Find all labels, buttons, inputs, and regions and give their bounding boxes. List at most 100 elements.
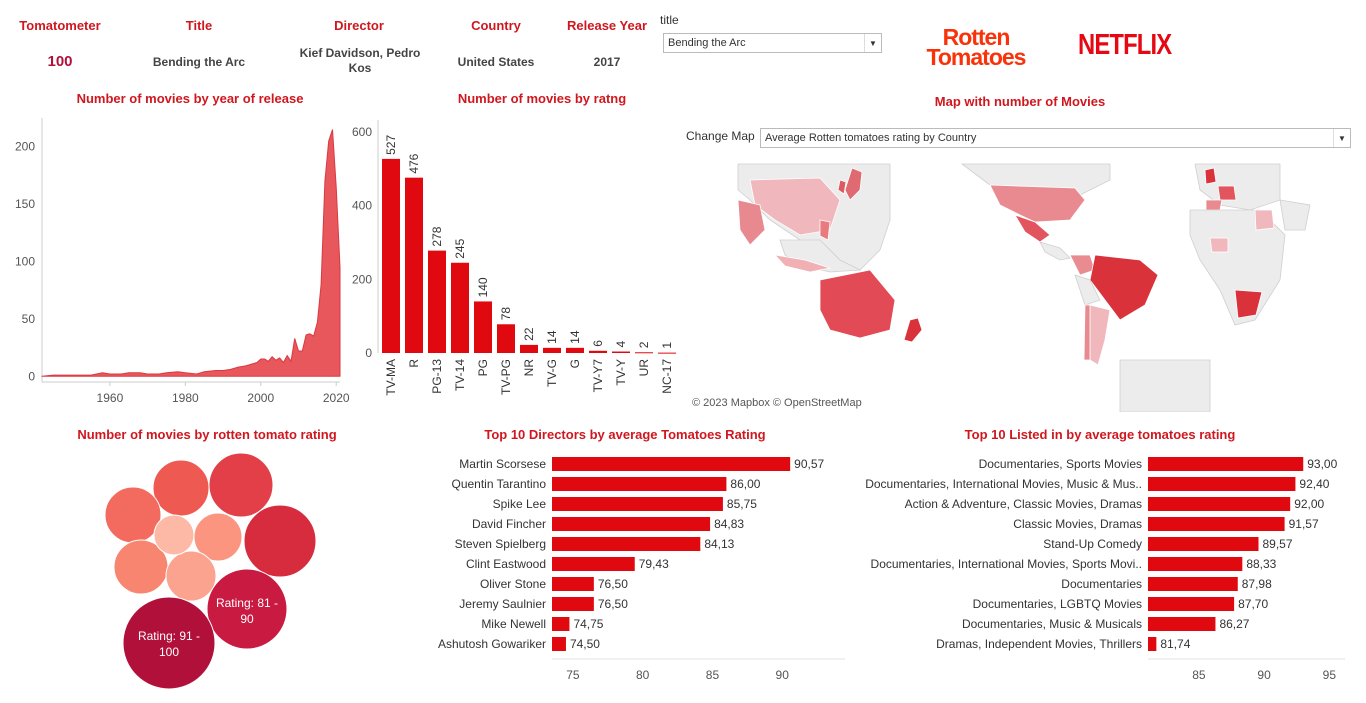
x-tick-label: 85 bbox=[1192, 668, 1206, 682]
category-label: Documentaries, International Movies, Spo… bbox=[871, 557, 1142, 571]
netflix-logo: NETFLIX bbox=[1078, 29, 1172, 61]
bar-value-label: 87,70 bbox=[1238, 597, 1268, 611]
y-tick-label: 400 bbox=[352, 199, 372, 213]
bar-value-label: 86,00 bbox=[730, 477, 760, 491]
bubble bbox=[104, 486, 162, 544]
category-label: Clint Eastwood bbox=[466, 557, 546, 571]
bar-value-label: 89,57 bbox=[1263, 537, 1293, 551]
bar bbox=[552, 517, 711, 531]
country-map[interactable] bbox=[690, 160, 1360, 412]
bar bbox=[1148, 637, 1157, 651]
x-tick-label: PG-13 bbox=[430, 359, 444, 394]
x-tick-label: NC-17 bbox=[660, 359, 674, 394]
map-new-zealand bbox=[903, 317, 923, 343]
x-tick-label: NR bbox=[522, 359, 536, 377]
bubble bbox=[208, 452, 274, 518]
bar bbox=[1148, 597, 1235, 611]
country-value: United States bbox=[457, 55, 535, 69]
bar bbox=[543, 347, 561, 353]
title-value: Bending the Arc bbox=[152, 55, 246, 69]
bar bbox=[552, 597, 594, 611]
category-label: Documentaries, International Movies, Mus… bbox=[865, 477, 1142, 491]
bar-value-label: 140 bbox=[476, 277, 490, 297]
x-tick-label: UR bbox=[637, 359, 651, 377]
bar-value-label: 78 bbox=[499, 307, 513, 321]
bar bbox=[1148, 477, 1296, 491]
bar bbox=[428, 250, 446, 353]
bar bbox=[552, 497, 723, 511]
bar bbox=[658, 352, 676, 354]
area-series bbox=[41, 129, 341, 377]
bar-value-label: 245 bbox=[453, 238, 467, 258]
map-india bbox=[737, 199, 766, 246]
listedin-bar-chart: Documentaries, Sports Movies 93,00 Documen… bbox=[865, 457, 1345, 682]
bar bbox=[1148, 457, 1304, 471]
bubble-label: Rating: 81 -90 bbox=[216, 596, 278, 626]
bar bbox=[635, 352, 653, 354]
x-tick-label: R bbox=[407, 359, 421, 368]
bar bbox=[1148, 557, 1243, 571]
bubble bbox=[243, 504, 317, 578]
title-filter-dropdown[interactable]: Bending the Arc ▼ bbox=[663, 33, 882, 53]
bubble bbox=[122, 596, 216, 690]
x-tick-label: TV-PG bbox=[499, 359, 513, 395]
change-map-dropdown[interactable]: Average Rotten tomatoes rating by Countr… bbox=[760, 128, 1351, 148]
bubble-chart-title: Number of movies by rotten tomato rating bbox=[77, 427, 337, 442]
rotten-tomatoes-logo: Rotten Tomatoes bbox=[926, 24, 1027, 70]
x-tick-label: 95 bbox=[1323, 668, 1337, 682]
map-mexico bbox=[1014, 214, 1051, 243]
header-col-title-label: Title bbox=[185, 18, 213, 33]
map-uk bbox=[1204, 167, 1217, 185]
map-france bbox=[1217, 185, 1237, 201]
bar-value-label: 278 bbox=[430, 226, 444, 246]
header-col-director-label: Director bbox=[334, 18, 384, 33]
x-tick-label: PG bbox=[476, 359, 490, 376]
category-label: Jeremy Saulnier bbox=[459, 597, 546, 611]
bar bbox=[405, 177, 423, 353]
bar bbox=[1148, 517, 1285, 531]
bar bbox=[552, 637, 566, 651]
y-tick-label: 200 bbox=[15, 140, 35, 154]
y-tick-label: 200 bbox=[352, 272, 372, 286]
year-area-chart: 0 50 100 150 200 1960 1980 2000 2020 bbox=[15, 118, 350, 405]
x-tick-label: TV-G bbox=[545, 359, 559, 387]
x-tick-label: 2020 bbox=[323, 391, 350, 405]
release-year-value: 2017 bbox=[593, 55, 621, 69]
bar bbox=[497, 324, 515, 353]
x-tick-label: G bbox=[568, 359, 582, 368]
header-col-country-label: Country bbox=[471, 18, 521, 33]
x-tick-label: TV-Y7 bbox=[591, 359, 605, 393]
bar-value-label: 14 bbox=[568, 330, 582, 344]
bar-value-label: 476 bbox=[407, 153, 421, 173]
category-label: Martin Scorsese bbox=[459, 457, 546, 471]
x-tick-label: TV-14 bbox=[453, 359, 467, 391]
x-tick-label: 2000 bbox=[247, 391, 274, 405]
map-indonesia bbox=[773, 254, 832, 273]
x-tick-label: TV-Y bbox=[614, 359, 628, 386]
bar-value-label: 22 bbox=[522, 327, 536, 341]
bar-value-label: 14 bbox=[545, 330, 559, 344]
x-tick-label: 90 bbox=[1257, 668, 1271, 682]
bar-value-label: 6 bbox=[591, 340, 605, 347]
rating-bubble-chart: Rating: 81 -90 Rating: 91 -100 bbox=[104, 452, 317, 690]
category-label: Documentaries bbox=[1061, 577, 1142, 591]
bar-value-label: 88,33 bbox=[1246, 557, 1276, 571]
category-label: Ashutosh Gowariker bbox=[438, 637, 546, 651]
category-label: Stand-Up Comedy bbox=[1043, 537, 1142, 551]
map-south-africa bbox=[1234, 289, 1263, 319]
map-greenland bbox=[1119, 359, 1211, 412]
rating-bar-chart-title: Number of movies by ratng bbox=[457, 91, 627, 106]
bar bbox=[552, 617, 570, 631]
bar-value-label: 81,74 bbox=[1160, 637, 1190, 651]
chevron-down-icon: ▼ bbox=[1333, 129, 1350, 147]
y-tick-label: 150 bbox=[15, 197, 35, 211]
map-australia bbox=[819, 269, 896, 339]
x-tick-label: 80 bbox=[636, 668, 650, 682]
bubble bbox=[165, 550, 217, 602]
bar-value-label: 86,27 bbox=[1219, 617, 1249, 631]
x-tick-label: 1980 bbox=[172, 391, 199, 405]
category-label: Dramas, Independent Movies, Thrillers bbox=[936, 637, 1142, 651]
bar bbox=[382, 158, 400, 353]
y-tick-label: 0 bbox=[28, 369, 35, 383]
map-central-america bbox=[1039, 241, 1071, 261]
